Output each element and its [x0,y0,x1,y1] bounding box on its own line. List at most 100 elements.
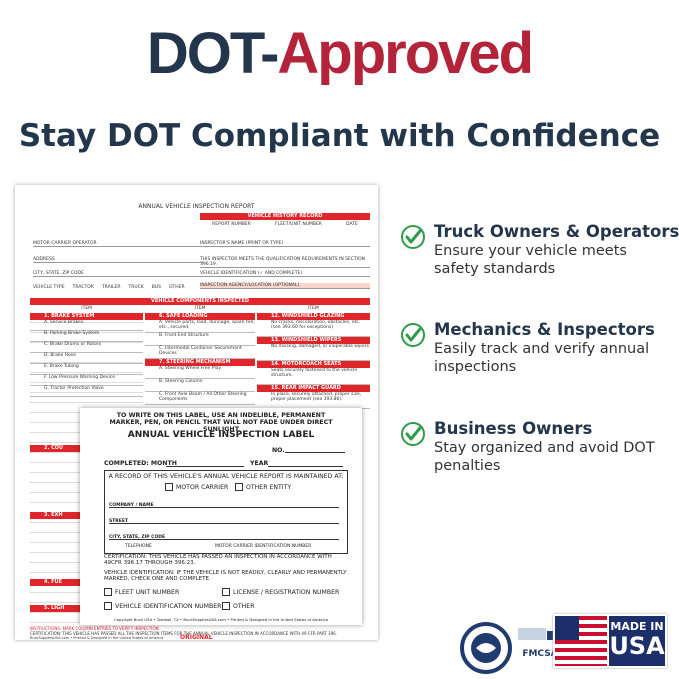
label-field: TELEPHONE [125,544,152,549]
form-title: ANNUAL VEHICLE INSPECTION REPORT [138,203,255,210]
underline [166,466,244,467]
label-instruction: TO WRITE ON THIS LABEL, USE AN INDELIBLE… [109,412,333,433]
item: Seats securely fastened to the vehicle s… [257,368,370,385]
label-no: NO. [272,447,285,454]
underline [285,452,345,453]
label-field: CITY, STATE, ZIP CODE [109,529,339,540]
field: VEHICLE IDENTIFICATION (✓ AND COMPLETE) [200,271,370,277]
seal-mark [476,643,496,653]
h: ITEM [81,306,93,311]
made-in-usa: MADE IN USA [553,614,667,668]
label-month: COMPLETED: MONTH [104,460,177,467]
opt: TRACTOR [72,285,94,290]
usa-panel: MADE IN USA [609,616,665,666]
option: OTHER [222,602,255,610]
feature: Business Owners Stay organized and avoid … [400,419,675,479]
item: D. Brake Hose [30,353,143,364]
option-text: LICENSE / REGISTRATION NUMBER [233,589,340,596]
section: 6. SAFE LOADING [145,313,255,320]
label-field: COMPANY / NAME [109,497,339,508]
field: ADDRESS [33,257,203,263]
col: DATE [346,222,358,227]
item: A. Service Brakes [30,320,143,331]
headline: DOT-Approved [0,20,679,87]
feature: Truck Owners & Operators Ensure your vehi… [400,222,679,282]
inspection-label: TO WRITE ON THIS LABEL, USE AN INDELIBLE… [80,408,362,625]
option: VEHICLE IDENTIFICATION NUMBER [104,602,221,610]
feature-title: Mechanics & Inspectors [434,320,655,339]
feature-title: Truck Owners & Operators [434,222,679,241]
fmcsa: FMCSA [522,649,557,659]
form-history: VEHICLE HISTORY RECORD [200,213,370,220]
item: No missing, damaged, or inoperable wiper… [257,344,370,361]
record-box: A RECORD OF THIS VEHICLE'S ANNUAL VEHICL… [104,470,348,554]
item: In place, securely attached, proper size… [257,392,370,409]
opt: OTHER [168,285,185,290]
label-year: YEAR [250,460,269,467]
option-text: VEHICLE IDENTIFICATION NUMBER [115,603,222,610]
col3: 12. WINDSHIELD GLAZING No cracks, discolo… [257,313,370,409]
opt: TRAILER [101,285,121,290]
badges: FMCSA [460,622,558,674]
opt: TRUCK [128,285,144,290]
form-original: ORIGINAL [180,634,213,641]
option-text: MOTOR CARRIER [176,484,229,491]
item: No cracks, discoloration, obstacles, etc… [257,320,370,337]
option: OTHER ENTITY [235,483,291,491]
label-field: MOTOR CARRIER IDENTIFICATION NUMBER [215,544,312,549]
item: F. Low Pressure Warning Device [30,375,143,386]
feature-text: Stay organized and avoid DOT penalties [434,440,655,474]
section: 12. WINDSHIELD GLAZING [257,313,370,320]
form-footer: CERTIFICATION: THIS VEHICLE HAS PASSED A… [30,631,337,636]
field: CITY, STATE, ZIP CODE [33,271,203,277]
form-copy: BuckSuppliesUSA.com • Printed & Designed… [30,636,164,640]
label-vid: VEHICLE IDENTIFICATION: IF THE VEHICLE I… [104,570,347,582]
check-icon [401,422,425,446]
section: 7. STEERING MECHANISM [145,359,255,366]
headline-part: DOT- [146,21,280,86]
option-text: OTHER [233,603,255,610]
item: C. Front Axle Beam / All Other Steering … [145,392,255,405]
headline-part: Approved [277,21,534,86]
col2: 6. SAFE LOADING A. Vehicle parts, load, d… [145,313,255,405]
components-header: VEHICLE COMPONENTS INSPECTED [30,298,370,305]
h: ITEM [194,306,206,311]
item: C. Intermodal Container Securement Devic… [145,346,255,359]
vehicle-types: VEHICLE TYPE TRACTOR TRAILER TRUCK BUS OTHER [33,285,203,290]
made-in: MADE IN [610,620,664,633]
truck [518,628,546,640]
truck-cab [547,631,557,640]
item: G. Tractor Protection Valve [30,386,143,397]
item: C. Brake Drums or Rotors [30,342,143,353]
item: B. Front End Structure [145,333,255,346]
field: INSPECTION AGENCY/LOCATION (OPTIONAL) [200,283,370,289]
item: B. Steering Column [145,379,255,392]
feature-text: Ensure your vehicle meets safety standar… [434,243,627,277]
option: FLEET UNIT NUMBER [104,588,179,596]
option: LICENSE / REGISTRATION NUMBER [222,588,339,596]
usa: USA [609,632,665,660]
item: E. Brake Tubing [30,364,143,375]
subtitle: Stay DOT Compliant with Confidence [18,118,661,154]
label-copyright: Copyright Buck USA • Tomball, TX • BuckS… [114,617,328,622]
opt: BUS [151,285,161,290]
section: 1. BRAKE SYSTEM [30,313,143,320]
field: THIS INSPECTOR MEETS THE QUALIFICATION R… [200,257,370,268]
feature: Mechanics & Inspectors Easily track and v… [400,320,675,380]
label-field: STREET [109,513,339,524]
form-footer: INSTRUCTIONS: MARK COLUMN ENTRIES TO VER… [30,626,159,631]
label-record: A RECORD OF THIS VEHICLE'S ANNUAL VEHICL… [108,473,344,480]
underline [268,466,343,467]
option-text: OTHER ENTITY [246,484,292,491]
col: FLEET/UNIT NUMBER [275,222,322,227]
item: A. Steering Wheel Free Play [145,366,255,379]
check-icon [401,323,425,347]
item-headers: ITEM ITEM ITEM [30,306,370,311]
h: ITEM [307,306,319,311]
item: B. Parking Brake System [30,331,143,342]
flag-canton [555,616,579,640]
feature-text: Easily track and verify annual inspectio… [434,341,650,375]
section: 14. MOTORCOACH SEATS [257,361,370,368]
label-title: ANNUAL VEHICLE INSPECTION LABEL [127,430,315,440]
